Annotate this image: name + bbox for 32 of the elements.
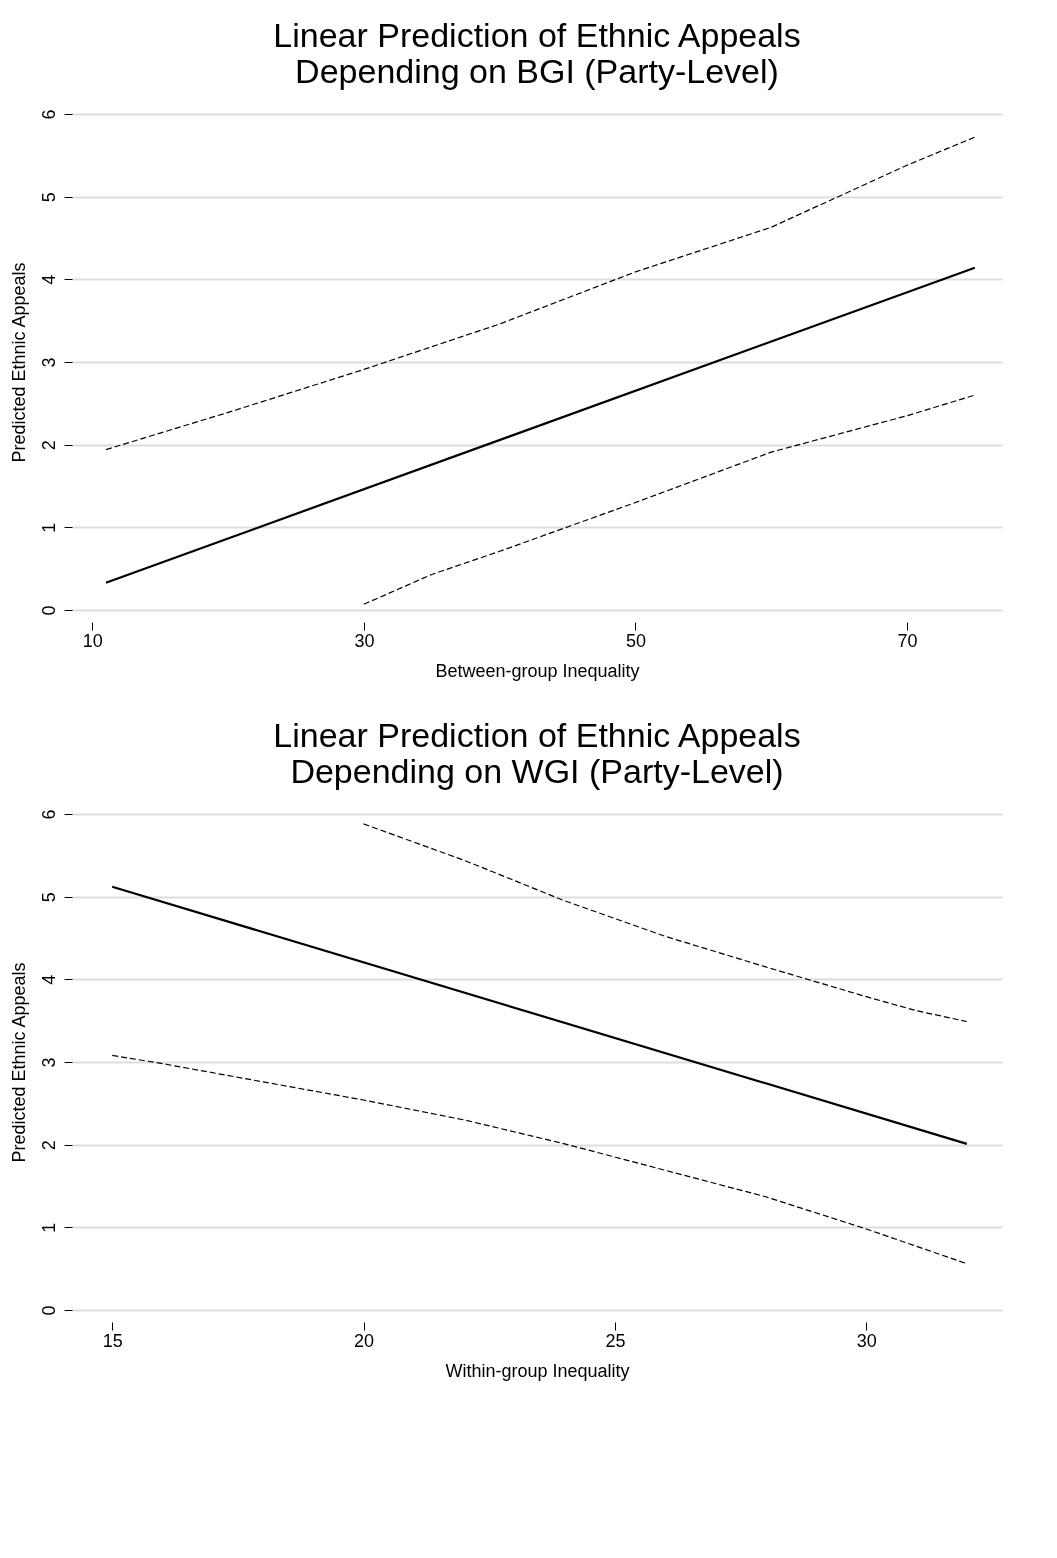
x-axis-title: Within-group Inequality	[445, 1360, 630, 1381]
y-tick-label: 4	[38, 974, 59, 985]
line-series	[363, 394, 976, 605]
x-tick-label: 20	[354, 1330, 375, 1351]
text: Linear Prediction of Ethnic Appeals	[273, 16, 801, 54]
y-tick-label: 1	[38, 1222, 59, 1233]
y-tick-label: 6	[38, 809, 59, 820]
x-tick-label: 25	[605, 1330, 626, 1351]
y-tick-label: 5	[38, 892, 59, 903]
x-tick-label: 10	[82, 630, 103, 651]
line-series	[111, 1054, 968, 1265]
y-axis-title: Predicted Ethnic Appeals	[8, 962, 29, 1163]
y-tick-label: 0	[38, 605, 59, 616]
x-tick-label: 30	[354, 630, 375, 651]
y-tick-label: 2	[38, 1140, 59, 1151]
y-tick-label: 1	[38, 522, 59, 533]
y-tick-label: 2	[38, 440, 59, 451]
y-tick-label: 3	[38, 1057, 59, 1068]
x-tick-label: 15	[102, 1330, 123, 1351]
y-tick-label: 6	[38, 109, 59, 120]
x-tick-label: 30	[856, 1330, 877, 1351]
text: Linear Prediction of Ethnic Appeals	[273, 716, 801, 754]
y-tick-label: 0	[38, 1305, 59, 1316]
x-tick-label: 70	[897, 630, 918, 651]
x-axis-title: Between-group Inequality	[435, 660, 640, 681]
line-series	[362, 823, 968, 1023]
y-tick-label: 5	[38, 192, 59, 203]
y-tick-label: 3	[38, 357, 59, 368]
y-tick-label: 4	[38, 274, 59, 285]
line-series	[105, 136, 976, 451]
x-tick-label: 50	[625, 630, 646, 651]
y-axis-title: Predicted Ethnic Appeals	[8, 262, 29, 463]
